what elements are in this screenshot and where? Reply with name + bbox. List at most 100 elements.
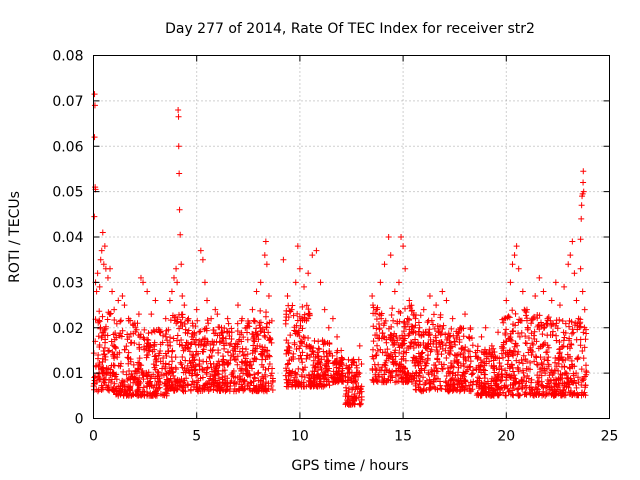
data-point — [206, 386, 213, 393]
data-point — [105, 386, 112, 393]
data-point — [208, 353, 215, 360]
data-point — [515, 330, 522, 337]
data-point — [234, 320, 241, 327]
data-point — [173, 385, 180, 392]
data-point — [170, 274, 177, 281]
data-point — [222, 388, 229, 395]
data-point — [184, 362, 191, 369]
data-point — [552, 279, 559, 286]
data-point — [175, 113, 182, 120]
data-point — [350, 356, 357, 363]
data-point — [95, 351, 102, 358]
data-point — [200, 358, 207, 365]
data-point — [467, 353, 474, 360]
data-point — [424, 357, 431, 364]
data-point — [251, 333, 258, 340]
data-point — [377, 279, 384, 286]
data-point — [571, 270, 578, 277]
data-point — [254, 332, 261, 339]
data-point — [224, 380, 231, 387]
data-point — [333, 357, 340, 364]
data-point — [109, 288, 116, 295]
data-point — [125, 315, 132, 322]
data-point — [384, 346, 391, 353]
data-point — [227, 340, 234, 347]
data-point — [177, 323, 184, 330]
data-point — [154, 387, 161, 394]
data-point — [583, 330, 590, 337]
data-point — [579, 348, 586, 355]
data-point — [373, 377, 380, 384]
data-point — [292, 382, 299, 389]
data-point — [430, 311, 437, 318]
data-point — [136, 333, 143, 340]
data-point — [533, 354, 540, 361]
data-point — [138, 392, 145, 399]
data-point — [231, 379, 238, 386]
data-point — [236, 378, 243, 385]
data-point — [511, 252, 518, 259]
data-point — [579, 377, 586, 384]
data-point — [580, 179, 587, 186]
data-point — [536, 374, 543, 381]
data-point — [531, 358, 538, 365]
data-point — [503, 297, 510, 304]
data-point — [431, 362, 438, 369]
data-point — [175, 106, 182, 113]
data-point — [545, 354, 552, 361]
data-point — [248, 379, 255, 386]
data-point — [549, 328, 556, 335]
data-point — [565, 384, 572, 391]
data-point — [297, 381, 304, 388]
data-point — [113, 391, 120, 398]
data-point — [374, 342, 381, 349]
data-point — [251, 375, 258, 382]
data-point — [537, 368, 544, 375]
data-point — [94, 388, 101, 395]
data-point — [355, 394, 362, 401]
data-point — [308, 351, 315, 358]
data-point — [571, 377, 578, 384]
data-point — [200, 382, 207, 389]
data-point — [488, 382, 495, 389]
data-point — [562, 389, 569, 396]
axis-ticks: 0 0.01 0.02 0.03 0.04 0.05 0.06 0.07 0.08 0 5 10 15 2… — [52, 49, 618, 445]
data-point — [372, 352, 379, 359]
data-point — [344, 377, 351, 384]
data-point — [323, 381, 330, 388]
data-point — [369, 292, 376, 299]
data-point — [208, 315, 215, 322]
data-point — [533, 385, 540, 392]
data-point — [117, 317, 124, 324]
data-point — [146, 341, 153, 348]
data-point — [146, 347, 153, 354]
data-point — [333, 349, 340, 356]
data-point — [216, 332, 223, 339]
data-point — [539, 361, 546, 368]
data-point — [569, 326, 576, 333]
data-point — [121, 302, 128, 309]
data-point — [556, 346, 563, 353]
data-point — [242, 355, 249, 362]
data-point — [110, 362, 117, 369]
data-point — [107, 265, 114, 272]
data-point — [448, 325, 455, 332]
data-point — [234, 361, 241, 368]
data-point — [358, 396, 365, 403]
data-point — [474, 347, 481, 354]
data-point — [192, 341, 199, 348]
data-point — [144, 373, 151, 380]
data-point — [568, 378, 575, 385]
data-point — [348, 393, 355, 400]
data-point — [294, 310, 301, 317]
data-point — [573, 370, 580, 377]
data-point — [349, 386, 356, 393]
data-point — [582, 336, 589, 343]
data-point — [181, 321, 188, 328]
data-point — [186, 366, 193, 373]
data-point — [417, 312, 424, 319]
data-point — [488, 385, 495, 392]
data-point — [113, 320, 120, 327]
data-point — [211, 378, 218, 385]
data-point — [504, 385, 511, 392]
